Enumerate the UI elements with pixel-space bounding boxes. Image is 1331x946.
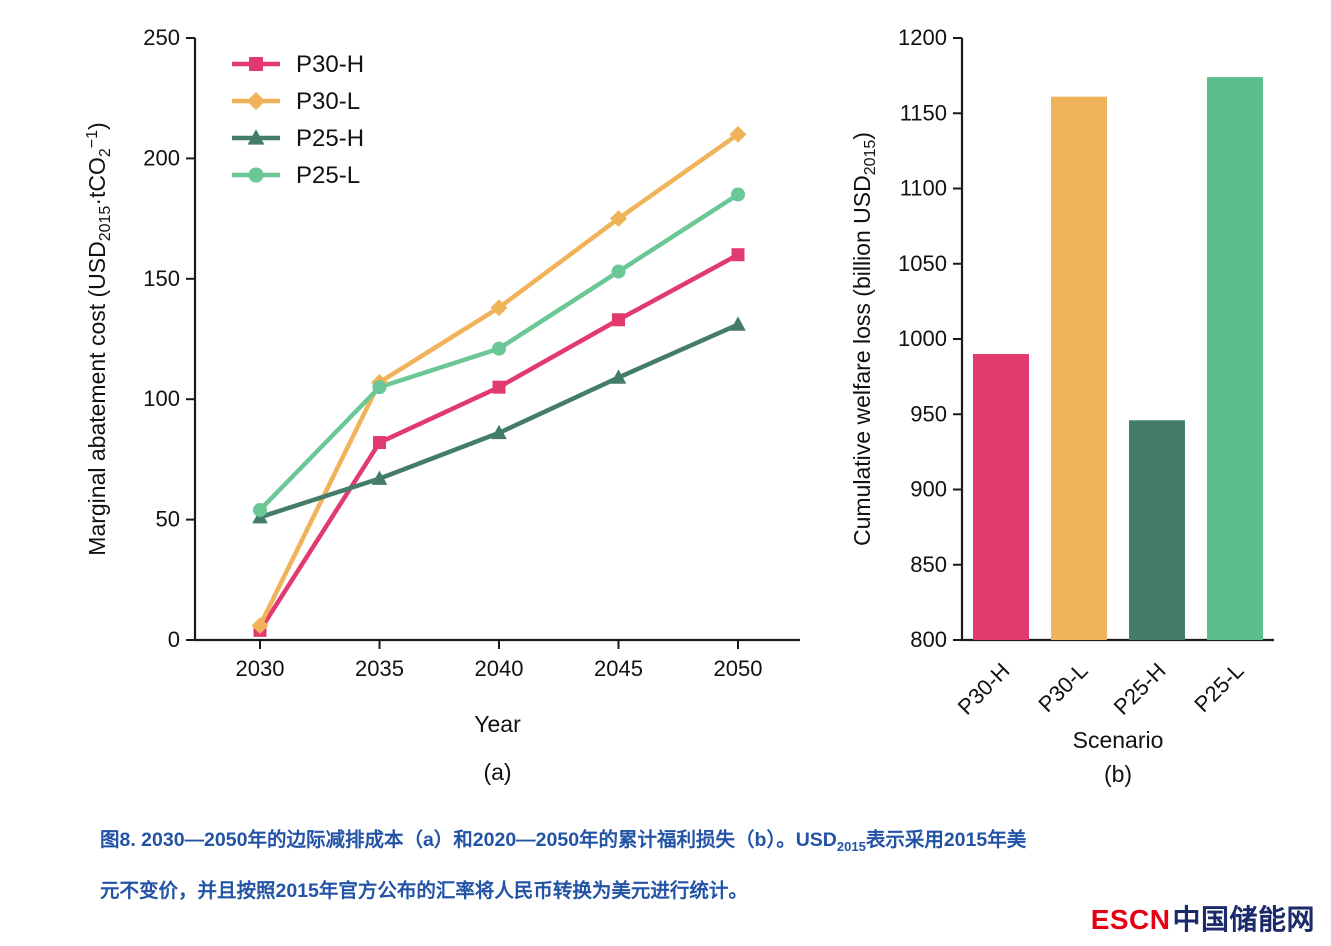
svg-text:900: 900	[910, 477, 947, 502]
svg-text:200: 200	[143, 145, 180, 170]
caption-line1-pre: 图8. 2030—2050年的边际减排成本（a）和2020—2050年的累计福利…	[100, 829, 837, 851]
figure-charts: 0 50 100 150 200 250 2030 2035 2040 2045 2050 P30-H…	[84, 25, 1274, 787]
svg-text:0: 0	[168, 627, 180, 652]
svg-text:100: 100	[143, 386, 180, 411]
svg-text:Marginal abatement cost (USD20: Marginal abatement cost (USD2015·tCO2−1)	[84, 122, 114, 555]
escn-logo-chinese: 中国储能网	[1172, 904, 1315, 935]
caption-line-2: 元不变价，并且按照2015年官方公布的汇率将人民币转换为美元进行统计。	[100, 869, 1285, 914]
svg-text:1050: 1050	[898, 251, 947, 276]
figure-caption: 图8. 2030—2050年的边际减排成本（a）和2020—2050年的累计福利…	[100, 818, 1285, 914]
caption-line-1: 图8. 2030—2050年的边际减排成本（a）和2020—2050年的累计福利…	[100, 818, 1285, 869]
svg-text:P25-H: P25-H	[1109, 658, 1171, 720]
caption-usd-subscript: 2015	[836, 838, 866, 854]
svg-text:1200: 1200	[898, 25, 947, 50]
caption-line1-post: 表示采用2015年美	[865, 829, 1027, 851]
caption-line2-text: 元不变价，并且按照2015年官方公布的汇率将人民币转换为美元进行统计。	[100, 879, 748, 902]
svg-text:P30-L: P30-L	[1033, 658, 1092, 717]
escn-logo: ESCN中国储能网	[1091, 898, 1315, 938]
svg-text:(a): (a)	[483, 759, 511, 785]
svg-text:P25-L: P25-L	[296, 162, 360, 189]
svg-text:Year: Year	[474, 711, 521, 737]
svg-text:P25-L: P25-L	[1189, 658, 1248, 717]
svg-text:2040: 2040	[475, 656, 524, 681]
svg-text:2030: 2030	[236, 656, 285, 681]
svg-text:950: 950	[910, 401, 947, 426]
escn-logo-text: ESCN	[1090, 904, 1171, 935]
svg-text:150: 150	[143, 266, 180, 291]
svg-text:50: 50	[156, 507, 180, 532]
svg-text:2045: 2045	[594, 656, 643, 681]
svg-text:800: 800	[910, 627, 947, 652]
svg-text:1000: 1000	[898, 326, 947, 351]
svg-text:Scenario: Scenario	[1073, 727, 1164, 753]
svg-text:2050: 2050	[714, 656, 763, 681]
svg-text:850: 850	[910, 552, 947, 577]
svg-text:P25-H: P25-H	[296, 125, 364, 152]
svg-text:1150: 1150	[900, 100, 947, 125]
svg-text:P30-H: P30-H	[296, 51, 364, 78]
svg-text:Cumulative welfare loss (billi: Cumulative welfare loss (billion USD2015…	[850, 132, 879, 546]
svg-text:1100: 1100	[900, 176, 947, 201]
svg-text:2035: 2035	[355, 656, 404, 681]
svg-text:(b): (b)	[1104, 761, 1132, 787]
svg-text:P30-H: P30-H	[953, 658, 1015, 720]
svg-text:P30-L: P30-L	[296, 88, 360, 115]
bar-chart-cumulative-welfare-loss: 800 850 900 950 1000 1050 1100 1150 1200 P30-H P30…	[850, 25, 1274, 787]
svg-text:250: 250	[143, 25, 180, 50]
line-chart-marginal-abatement-cost: 0 50 100 150 200 250 2030 2035 2040 2045 2050 P30-H…	[84, 25, 800, 785]
